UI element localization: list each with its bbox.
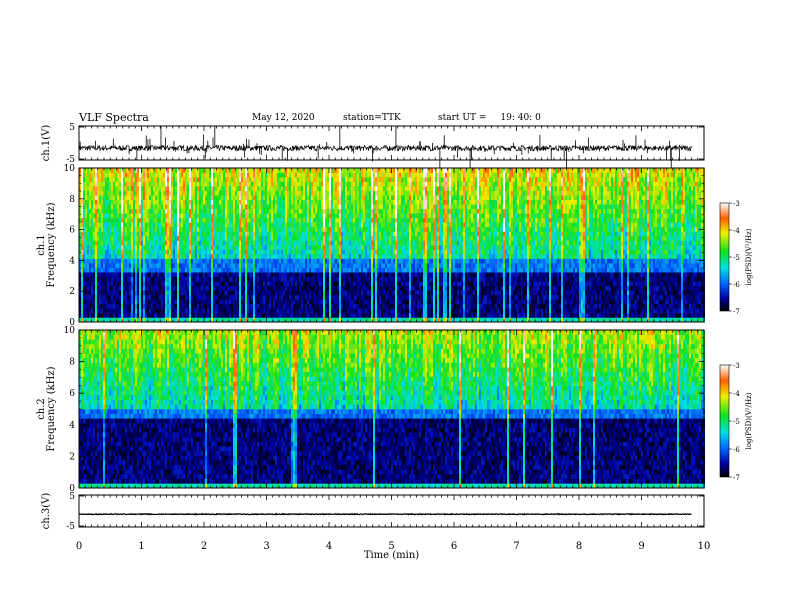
ch2-spec-colorbar-tick: -3 xyxy=(733,362,740,370)
ch1-wave-y-ticks: 5 -5 xyxy=(66,123,704,165)
date-label: May 12, 2020 xyxy=(252,113,315,123)
ch1-spec-ytick-label: 8 xyxy=(69,195,75,205)
ch3-wave-trace xyxy=(78,512,692,516)
ch1-wave-x-ticks xyxy=(78,126,705,160)
ch2-spec-ytick-label: 10 xyxy=(64,326,76,336)
start-time-prefix: start UT = xyxy=(438,113,486,123)
ch1-spec-colorbar-tick: -7 xyxy=(733,308,740,316)
ch1-spec-ylabel: Frequency (kHz) xyxy=(46,202,57,287)
ch1-spec-x-ticks xyxy=(78,168,705,322)
ch2-spec-colorbar-tick: -6 xyxy=(733,446,740,454)
ch2-spec-y-ticks: 0 2 4 6 8 10 xyxy=(64,326,704,494)
ch1-spec-y-ticks: 0 2 4 6 8 10 xyxy=(64,164,704,328)
ch3-wave-ytick-label: 5 xyxy=(69,492,75,502)
ch1-spec-colorbar: -3 -4 -5 -6 -7 log(PSD)(V²/Hz) xyxy=(719,200,753,316)
ch1-spec-colorbar-tick: -6 xyxy=(733,281,740,289)
xtick-label: 8 xyxy=(576,541,582,552)
ch1-spec-ylabel: ch.1 xyxy=(36,234,47,256)
xtick-label: 0 xyxy=(76,541,82,552)
ch2-spec-colorbar: -3 -4 -5 -6 -7 log(PSD)(V²/Hz) xyxy=(719,362,753,482)
ch3-wave-x-ticks xyxy=(78,495,705,527)
ch2-spec-colorbar-tick: -7 xyxy=(733,474,740,482)
ch1-spec-colorbar-label: log(PSD)(V²/Hz) xyxy=(745,228,753,285)
ch2-spec-colorbar-tick: -4 xyxy=(733,390,740,398)
ch1-spec-ytick-label: 6 xyxy=(69,226,75,236)
ch1-wave-ytick-label: -5 xyxy=(66,155,75,165)
ch3-wave-ytick-label: -5 xyxy=(66,522,75,532)
ch1-wave-trace xyxy=(78,126,692,170)
ch1-spec-ytick-label: 10 xyxy=(64,164,76,174)
ch1-spec-ytick-label: 0 xyxy=(69,318,75,328)
ch2-spec-colorbar-tick: -5 xyxy=(733,418,740,426)
xtick-label: 1 xyxy=(138,541,144,552)
ch2-spec-ylabel: Frequency (kHz) xyxy=(46,366,57,451)
ch1-spec-colorbar-tick: -4 xyxy=(733,227,740,235)
ch2-spec-colorbar-label: log(PSD)(V²/Hz) xyxy=(745,392,753,449)
ch2-spec-ytick-label: 4 xyxy=(69,421,75,431)
xtick-label: 9 xyxy=(638,541,644,552)
ch2-spec-ytick-label: 8 xyxy=(69,358,75,368)
ch1-wave-ylabel: ch.1(V) xyxy=(41,125,52,162)
xtick-label: 3 xyxy=(263,541,269,552)
ch2-spec-x-ticks xyxy=(78,330,705,488)
ch3-wave-ylabel: ch.3(V) xyxy=(41,493,52,530)
ch1-wave-line xyxy=(78,144,692,152)
time-axis-label: Time (min) xyxy=(364,550,419,561)
time-axis: 0 1 2 3 4 5 6 7 8 9 10 Time (min) xyxy=(76,541,711,561)
xtick-label: 10 xyxy=(698,541,711,552)
ch1-spec-image xyxy=(79,168,705,323)
xtick-label: 5 xyxy=(388,541,394,552)
station-label: station=TTK xyxy=(343,113,401,123)
ch1-spec-ytick-label: 2 xyxy=(69,287,75,297)
ch3-wave-line xyxy=(78,512,692,516)
ch3-wave-y-ticks: 5 -5 xyxy=(66,492,704,532)
ch2-spec-image xyxy=(79,330,705,489)
xtick-label: 2 xyxy=(201,541,207,552)
xtick-label: 4 xyxy=(326,541,332,552)
ch2-spec-ytick-label: 6 xyxy=(69,389,75,399)
ch1-wave-frame xyxy=(78,125,705,161)
xtick-label: 7 xyxy=(513,541,519,552)
ch2-spec-ylabel: ch.2 xyxy=(36,398,47,420)
figure-title: VLF Spectra xyxy=(79,111,149,124)
ch1-wave-ytick-label: 5 xyxy=(69,123,75,133)
ch1-spec-ytick-label: 4 xyxy=(69,256,75,266)
ch1-spec-colorbar-tick: -5 xyxy=(733,254,740,262)
ch2-spec-ytick-label: 0 xyxy=(69,484,75,494)
ch1-spec-colorbar-tick: -3 xyxy=(733,200,740,208)
start-time-label: start UT = 19: 40: 0 xyxy=(438,113,541,123)
ch2-spec-ytick-label: 2 xyxy=(69,452,75,462)
xtick-label: 6 xyxy=(451,541,457,552)
start-time-value: 19: 40: 0 xyxy=(500,113,540,123)
